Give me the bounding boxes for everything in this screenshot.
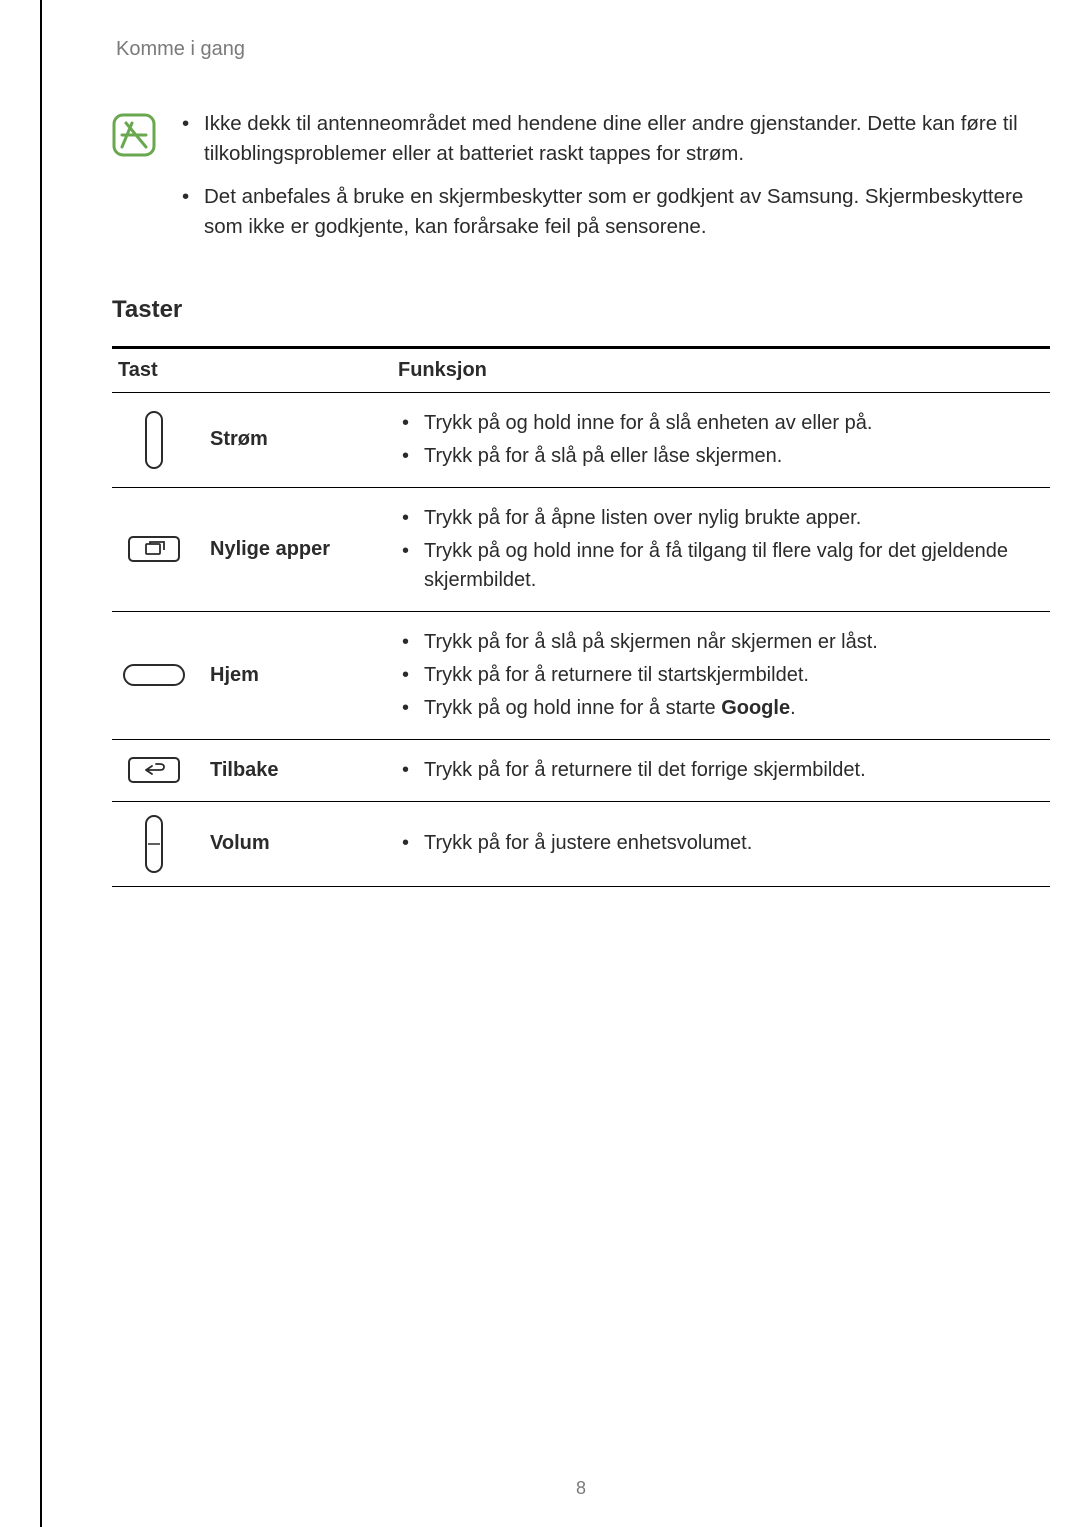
note-item: Ikke dekk til antenneområdet med hendene… — [180, 109, 1050, 168]
page-number: 8 — [42, 1478, 1080, 1499]
function-list: Trykk på for å returnere til det forrige… — [400, 756, 1042, 785]
note-item: Det anbefales å bruke en skjermbeskytter… — [180, 182, 1050, 241]
function-item: Trykk på for å slå på eller låse skjerme… — [400, 442, 1042, 471]
note-icon — [112, 113, 156, 162]
table-row: Volum Trykk på for å justere enhetsvolum… — [112, 801, 1050, 886]
power-key-icon — [120, 410, 188, 470]
key-label: Hjem — [210, 664, 259, 687]
function-list: Trykk på for å justere enhetsvolumet. — [400, 829, 1042, 858]
key-label: Strøm — [210, 428, 268, 451]
keys-table: Tast Funksjon Strøm — [112, 346, 1050, 887]
function-list: Trykk på for å slå på skjermen når skjer… — [400, 628, 1042, 723]
function-item: Trykk på og hold inne for å slå enheten … — [400, 409, 1042, 438]
note-list: Ikke dekk til antenneområdet med hendene… — [180, 109, 1050, 256]
table-row: Nylige apper Trykk på for å åpne listen … — [112, 487, 1050, 611]
fn-text-prefix: Trykk på og hold inne for å starte — [424, 697, 721, 719]
table-row: Strøm Trykk på og hold inne for å slå en… — [112, 392, 1050, 487]
function-item: Trykk på for å justere enhetsvolumet. — [400, 829, 1042, 858]
function-item: Trykk på for å returnere til startskjerm… — [400, 661, 1042, 690]
function-item: Trykk på og hold inne for å starte Googl… — [400, 694, 1042, 723]
key-label: Tilbake — [210, 759, 279, 782]
function-list: Trykk på for å åpne listen over nylig br… — [400, 504, 1042, 595]
function-item: Trykk på og hold inne for å få tilgang t… — [400, 537, 1042, 595]
recents-key-icon — [120, 534, 188, 564]
fn-text-bold: Google — [721, 697, 790, 719]
key-label: Volum — [210, 832, 270, 855]
table-header-key: Tast — [112, 347, 392, 392]
volume-key-icon — [120, 814, 188, 874]
fn-text-suffix: . — [790, 697, 796, 719]
breadcrumb: Komme i gang — [116, 38, 1050, 61]
function-item: Trykk på for å åpne listen over nylig br… — [400, 504, 1042, 533]
table-header-function: Funksjon — [392, 347, 1050, 392]
document-page: Komme i gang Ikke dekk til antenneområde… — [40, 0, 1080, 1527]
function-item: Trykk på for å slå på skjermen når skjer… — [400, 628, 1042, 657]
function-item: Trykk på for å returnere til det forrige… — [400, 756, 1042, 785]
table-row: Tilbake Trykk på for å returnere til det… — [112, 739, 1050, 801]
function-list: Trykk på og hold inne for å slå enheten … — [400, 409, 1042, 471]
key-label: Nylige apper — [210, 538, 330, 561]
home-key-icon — [120, 662, 188, 688]
table-header-row: Tast Funksjon — [112, 347, 1050, 392]
back-key-icon — [120, 755, 188, 785]
note-block: Ikke dekk til antenneområdet med hendene… — [112, 109, 1050, 256]
section-heading: Taster — [112, 296, 1050, 324]
table-row: Hjem Trykk på for å slå på skjermen når … — [112, 611, 1050, 739]
